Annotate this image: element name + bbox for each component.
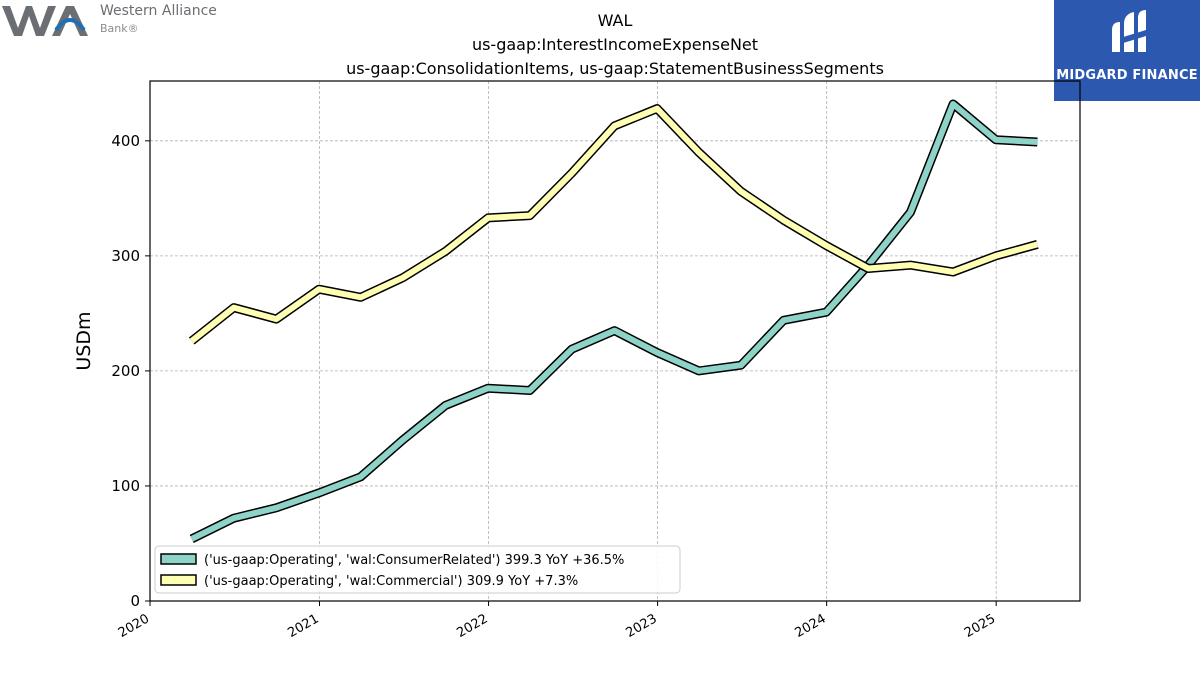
y-tick-label: 400: [111, 132, 140, 150]
legend-swatch: [160, 553, 197, 565]
x-tick-label: 2023: [623, 611, 659, 641]
chart-title-line: WAL: [598, 11, 633, 30]
western-alliance-logo: Western Alliance Bank®: [0, 0, 230, 44]
y-tick-label: 0: [130, 592, 140, 610]
y-tick-label: 100: [111, 477, 140, 495]
series-lines: [188, 99, 1039, 543]
x-tick-label: 2020: [116, 611, 152, 641]
series-line: [190, 101, 1038, 542]
y-axis-label: USDm: [73, 311, 95, 370]
plot-frame: [149, 80, 1081, 602]
legend-entry-label: ('us-gaap:Operating', 'wal:Commercial') …: [204, 574, 578, 589]
series-line: [189, 105, 1039, 344]
grid-lines: [149, 81, 1080, 602]
y-tick-label: 200: [111, 362, 140, 380]
chart-title-line: us-gaap:InterestIncomeExpenseNet: [472, 35, 758, 54]
right-logo-text: MIDGARD FINANCE: [1056, 68, 1198, 83]
western-alliance-mark-icon: [2, 6, 88, 36]
legend-box: [154, 545, 681, 594]
x-tick-label: 2021: [285, 611, 321, 641]
chart-title-line: us-gaap:ConsolidationItems, us-gaap:Stat…: [346, 59, 884, 78]
x-tick-label: 2024: [792, 611, 828, 641]
x-axis: 2020 2021 2022 2023 2024 2025: [116, 601, 998, 641]
legend-swatch: [160, 574, 197, 586]
midgard-finance-logo: MIDGARD FINANCE: [1054, 0, 1200, 101]
midgard-finance-mark-icon: [1112, 10, 1146, 52]
x-tick-label: 2025: [962, 611, 998, 641]
left-logo-line2: Bank®: [100, 22, 139, 35]
chart-title: WAL us-gaap:InterestIncomeExpenseNet us-ga…: [346, 11, 884, 78]
left-logo-line1: Western Alliance: [100, 3, 217, 19]
series-line-outline: [188, 104, 1039, 345]
y-tick-label: 300: [111, 247, 140, 265]
legend: ('us-gaap:Operating', 'wal:ConsumerRelat…: [154, 545, 681, 594]
x-tick-label: 2022: [454, 611, 490, 641]
legend-entry-label: ('us-gaap:Operating', 'wal:ConsumerRelat…: [204, 553, 624, 568]
y-axis: 0 100 200 300 400: [111, 132, 150, 610]
series-line-outline: [189, 99, 1038, 543]
